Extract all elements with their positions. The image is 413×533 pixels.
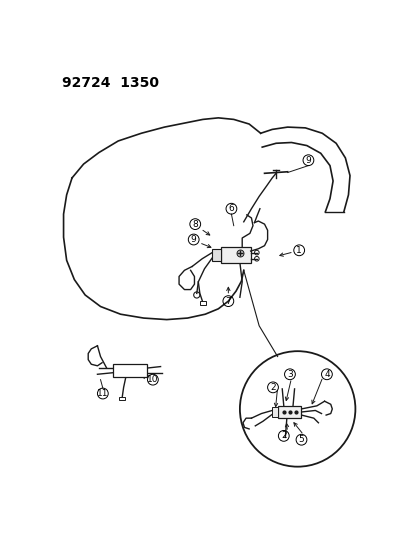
- Bar: [221, 247, 250, 263]
- Text: 6: 6: [228, 204, 234, 213]
- Text: 92724  1350: 92724 1350: [62, 76, 159, 90]
- Bar: [113, 364, 146, 377]
- Text: 8: 8: [192, 220, 198, 229]
- Bar: [278, 406, 301, 418]
- Bar: [272, 407, 278, 417]
- Text: 10: 10: [147, 375, 158, 384]
- Bar: [119, 397, 125, 400]
- Bar: [199, 301, 206, 305]
- Text: 2: 2: [270, 383, 275, 392]
- Text: 11: 11: [97, 389, 108, 398]
- Text: 9: 9: [190, 235, 196, 244]
- Text: 9: 9: [305, 156, 311, 165]
- Text: 1: 1: [296, 246, 301, 255]
- Bar: [212, 249, 221, 261]
- Text: 5: 5: [298, 435, 304, 444]
- Text: 4: 4: [323, 370, 329, 379]
- Text: 3: 3: [286, 370, 292, 379]
- Text: 2: 2: [280, 431, 286, 440]
- Text: 7: 7: [225, 297, 231, 305]
